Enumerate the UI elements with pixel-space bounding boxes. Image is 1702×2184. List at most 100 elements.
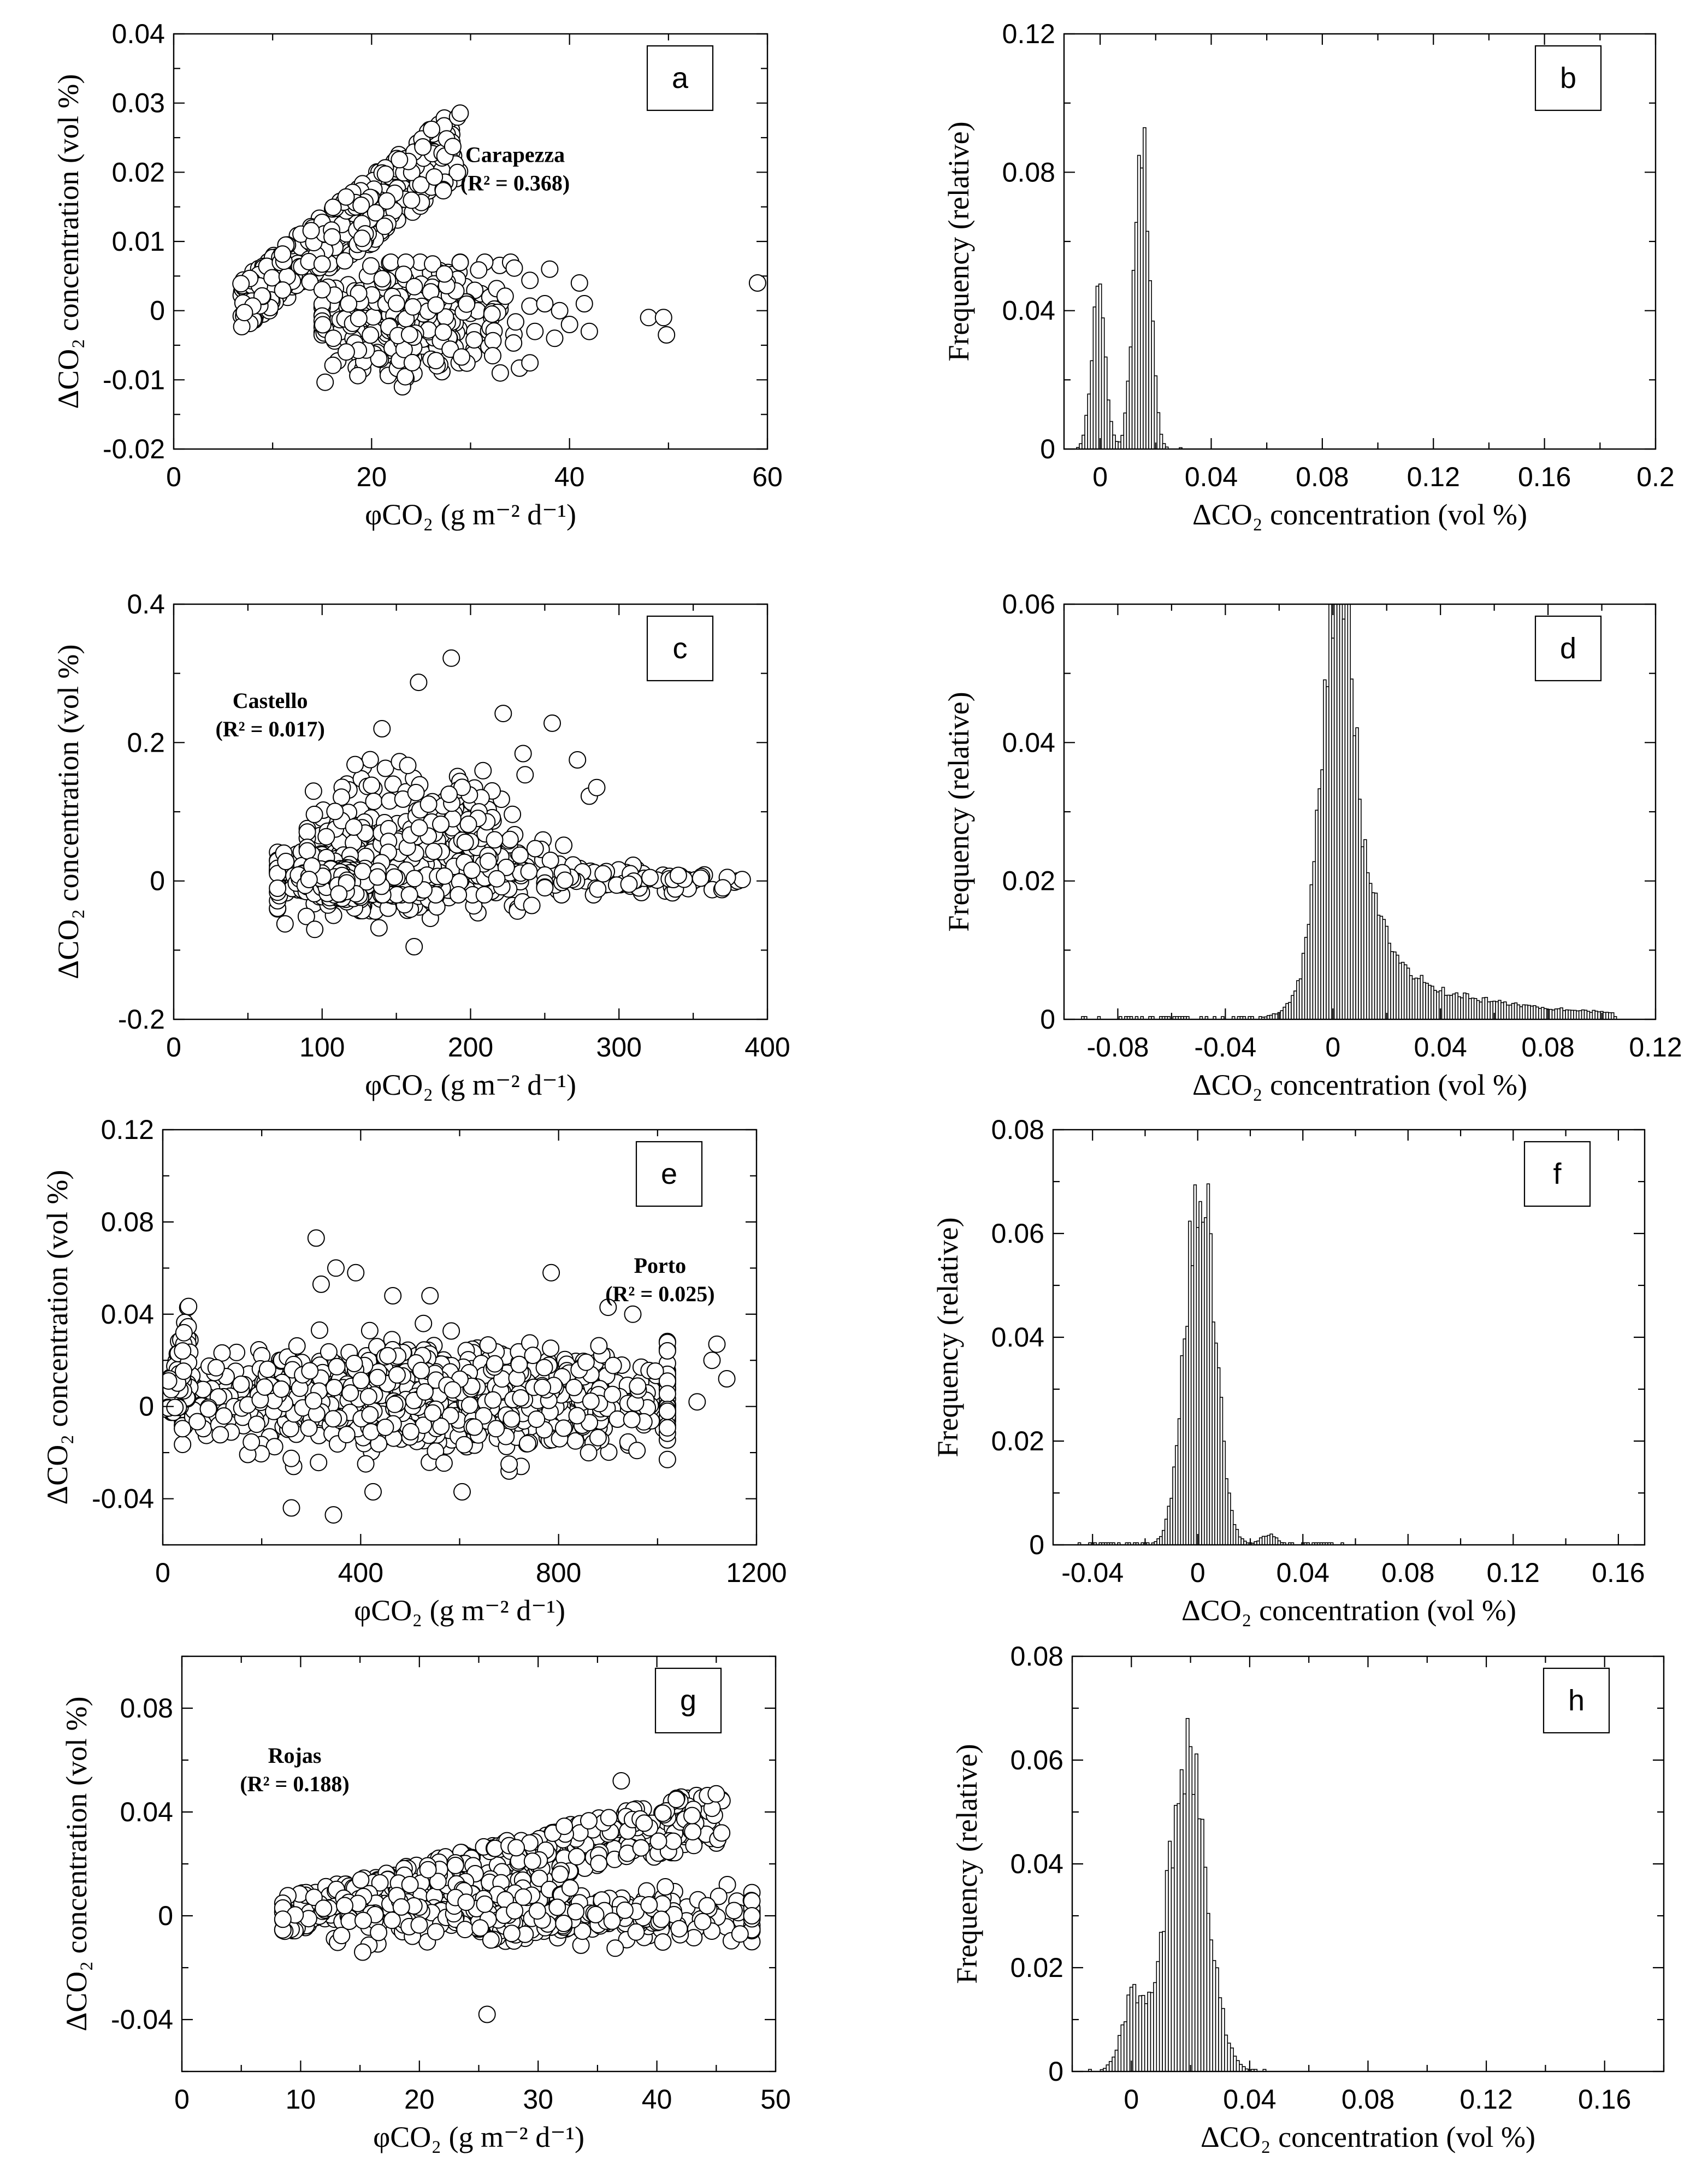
x-tick-label: 30 [523,2084,553,2115]
scatter-point [641,869,659,887]
scatter-point [435,867,453,885]
histogram-bar [1250,1016,1254,1019]
scatter-point [232,275,250,293]
histogram-bar [1147,1992,1151,2071]
scatter-point [521,271,539,290]
histogram-bar [1583,1010,1588,1019]
histogram-bar [1159,1932,1163,2071]
scatter-point [306,920,324,938]
scatter-point [731,1925,749,1943]
scatter-point [646,1362,664,1380]
histogram-bar [1227,2043,1231,2071]
scatter-point [520,863,538,881]
scatter-point [277,853,295,870]
scatter-point [424,255,441,273]
x-tick-label: 1200 [726,1557,787,1588]
x-tick-label: -0.08 [1086,1032,1149,1063]
scatter-point [305,1392,323,1410]
scatter-point [526,322,544,340]
scatter-point [714,879,732,897]
histogram-bar [1594,1011,1598,1019]
histogram-bar [1106,2064,1110,2071]
panel-label: h [1568,1684,1585,1717]
x-tick-label: 0.16 [1592,1557,1645,1588]
scatter-point [272,1380,290,1398]
histogram-bar [1198,1201,1202,1545]
panel-label: e [661,1158,677,1190]
scatter-point [474,762,492,780]
x-tick-label: 0.12 [1487,1557,1540,1588]
site-name: Castello [233,688,308,713]
scatter-point [523,1852,541,1870]
scatter-point [199,1400,217,1418]
scatter-point [376,759,394,777]
scatter-point [733,871,751,889]
scatter-point [463,861,481,879]
histogram-bar [1298,978,1303,1019]
x-tick-label: 300 [596,1032,642,1063]
x-tick-label: 0 [1325,1032,1340,1063]
scatter-point [258,1360,276,1378]
scatter-point [658,1450,676,1468]
histogram-bar [1179,1769,1184,2071]
scatter-point [305,805,323,823]
x-tick-label: 0.2 [1636,462,1675,492]
histogram-bar [1177,1803,1181,2071]
scatter-point [326,802,344,821]
r-squared-label: (R² = 0.368) [460,170,570,195]
x-tick-label: 0.16 [1518,462,1571,492]
plot-area-a [232,104,766,396]
scatter-point [354,1943,371,1961]
scatter-point [376,165,394,183]
plot-area-d [1081,604,1617,1019]
x-tick-label: 0 [174,2084,190,2115]
scatter-point [694,1913,712,1931]
scatter-point [640,1896,658,1914]
x-tick-label: 800 [536,1557,581,1588]
scatter-point [500,1455,518,1473]
histogram-bar [1358,799,1362,1019]
scatter-point [384,1287,402,1305]
scatter-point [487,1420,505,1438]
y-tick-label: 0 [1040,1004,1055,1035]
scatter-point [482,1931,500,1949]
histogram-bar [1126,1994,1131,2071]
y-axis-label: ΔCO₂ concentration (vol %) [60,1697,93,2032]
scatter-point [670,1920,688,1938]
histogram-bar [1141,1995,1145,2071]
scatter-point [435,265,453,283]
scatter-point [362,326,380,344]
scatter-point [658,326,676,344]
scatter-point [504,805,522,823]
scatter-point [432,1418,450,1435]
x-axis-label: ΔCO₂ concentration (vol %) [1192,498,1527,531]
y-axis-label: Frequency (relative) [950,1744,983,1984]
x-tick-label: 0 [1190,1557,1205,1588]
scatter-point [503,1925,521,1943]
histogram-bar [1153,1982,1157,2071]
scatter-point [297,907,315,925]
scatter-point [432,815,450,833]
scatter-point [440,786,458,803]
y-tick-label: 0.08 [1010,1641,1063,1672]
histogram-bar [1180,1355,1184,1545]
y-tick-label: 0.06 [991,1218,1044,1249]
histogram-bar [1159,1536,1163,1545]
histogram-bar [1108,2061,1113,2071]
scatter-point [743,1892,761,1910]
scatter-point [363,776,381,794]
scatter-point [658,1402,676,1420]
y-tick-label: 0 [1048,2056,1063,2087]
y-tick-label: 0.08 [101,1207,154,1237]
scatter-point [412,176,430,194]
scatter-point [233,317,251,335]
scatter-point [590,1855,608,1873]
scatter-point [274,1910,292,1928]
histogram-bar [1428,984,1432,1019]
scatter-point [526,840,544,858]
histogram-bar [1221,2008,1225,2071]
x-tick-label: 20 [357,462,387,492]
y-tick-label: 0.02 [991,1426,1044,1456]
scatter-point [364,308,382,326]
scatter-point [465,331,483,349]
